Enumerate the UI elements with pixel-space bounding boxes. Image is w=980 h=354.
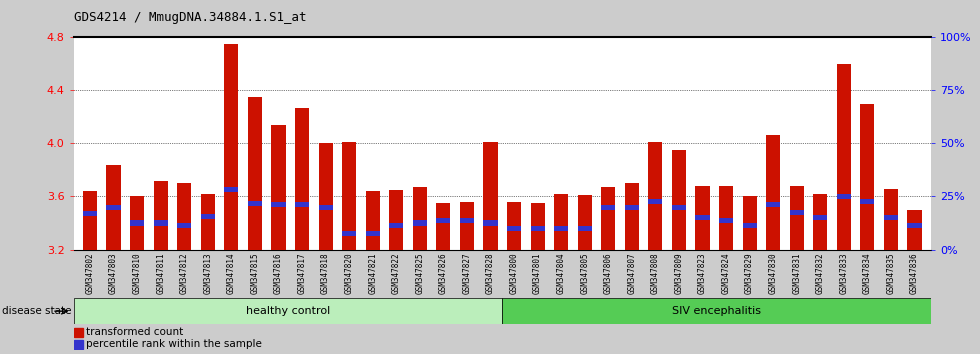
Bar — [649, 199, 662, 204]
Bar — [502, 298, 931, 324]
Bar — [483, 221, 498, 225]
Bar — [507, 226, 521, 231]
Bar — [837, 194, 851, 199]
Bar — [271, 125, 285, 250]
Bar — [743, 223, 757, 228]
Bar — [413, 187, 427, 250]
Bar — [554, 194, 568, 250]
Text: SIV encephalitis: SIV encephalitis — [672, 306, 761, 316]
Bar — [483, 142, 498, 250]
Bar — [83, 191, 97, 250]
Bar — [83, 211, 97, 216]
Bar — [507, 202, 521, 250]
Bar — [107, 165, 121, 250]
Bar — [436, 218, 451, 223]
Bar — [318, 143, 332, 250]
Bar — [74, 339, 82, 349]
Bar — [554, 226, 568, 231]
Bar — [790, 186, 804, 250]
Bar — [74, 298, 502, 324]
Bar — [625, 205, 639, 210]
Bar — [413, 221, 427, 225]
Bar — [530, 203, 545, 250]
Bar — [366, 191, 379, 250]
Bar — [154, 181, 168, 250]
Bar — [248, 97, 262, 250]
Bar — [366, 231, 379, 236]
Bar — [860, 199, 874, 204]
Bar — [672, 205, 686, 210]
Bar — [107, 205, 121, 210]
Bar — [130, 196, 144, 250]
Bar — [224, 44, 238, 250]
Bar — [837, 64, 851, 250]
Bar — [907, 223, 921, 228]
Text: GDS4214 / MmugDNA.34884.1.S1_at: GDS4214 / MmugDNA.34884.1.S1_at — [74, 11, 306, 24]
Text: transformed count: transformed count — [85, 327, 182, 337]
Bar — [295, 202, 309, 207]
Bar — [625, 183, 639, 250]
Bar — [601, 187, 615, 250]
Bar — [530, 226, 545, 231]
Bar — [766, 136, 780, 250]
Bar — [271, 202, 285, 207]
Text: percentile rank within the sample: percentile rank within the sample — [85, 339, 262, 349]
Bar — [154, 221, 168, 225]
Bar — [389, 223, 404, 228]
Bar — [177, 183, 191, 250]
Bar — [177, 223, 191, 228]
Bar — [907, 210, 921, 250]
Bar — [672, 150, 686, 250]
Bar — [460, 218, 474, 223]
Bar — [743, 196, 757, 250]
Bar — [884, 189, 898, 250]
Bar — [813, 215, 827, 220]
Bar — [719, 186, 733, 250]
Bar — [318, 205, 332, 210]
Bar — [201, 214, 215, 219]
Bar — [460, 202, 474, 250]
Bar — [813, 194, 827, 250]
Bar — [130, 221, 144, 225]
Bar — [719, 218, 733, 223]
Bar — [649, 142, 662, 250]
Bar — [74, 327, 82, 337]
Bar — [696, 186, 710, 250]
Bar — [342, 142, 356, 250]
Bar — [224, 187, 238, 192]
Bar — [436, 203, 451, 250]
Text: healthy control: healthy control — [246, 306, 330, 316]
Bar — [601, 205, 615, 210]
Text: disease state: disease state — [2, 306, 72, 316]
Bar — [248, 201, 262, 206]
Bar — [342, 231, 356, 236]
Bar — [790, 210, 804, 215]
Bar — [201, 194, 215, 250]
Bar — [884, 215, 898, 220]
Bar — [577, 195, 592, 250]
Bar — [696, 215, 710, 220]
Bar — [577, 226, 592, 231]
Bar — [766, 202, 780, 207]
Bar — [295, 108, 309, 250]
Bar — [860, 104, 874, 250]
Bar — [389, 190, 404, 250]
